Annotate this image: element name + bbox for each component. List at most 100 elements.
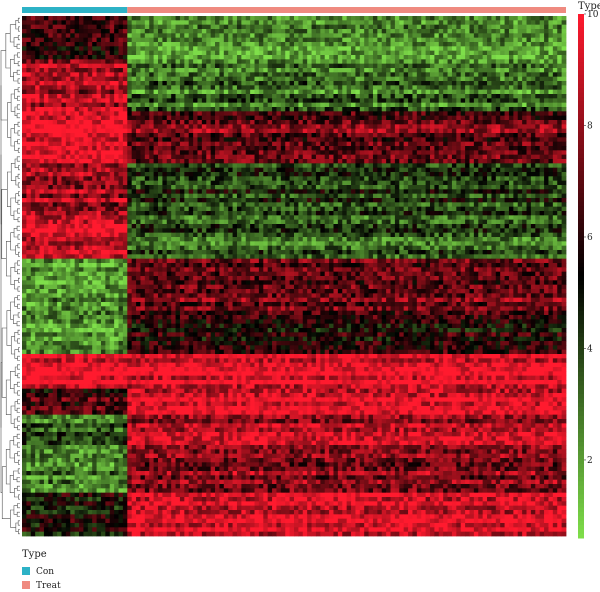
heatmap-cell — [408, 89, 413, 95]
heatmap-cell — [434, 154, 440, 160]
heatmap-cell — [399, 55, 405, 60]
heatmap-cell — [210, 46, 216, 52]
heatmap-cell — [561, 37, 567, 43]
heatmap-cell — [333, 124, 339, 130]
heatmap-cell — [390, 107, 396, 112]
heatmap-cell — [372, 33, 378, 39]
heatmap-cell — [109, 68, 115, 73]
heatmap-cell — [96, 176, 102, 182]
heatmap-cell — [355, 42, 361, 47]
heatmap-cell — [79, 102, 84, 108]
heatmap-cell — [96, 76, 102, 82]
heatmap-cell — [561, 55, 567, 60]
heatmap-cell — [412, 107, 418, 112]
heatmap-cell — [495, 154, 501, 160]
heatmap-cell — [438, 72, 444, 78]
heatmap-cell — [447, 72, 453, 78]
heatmap-cell — [320, 124, 326, 130]
heatmap-cell — [162, 63, 168, 69]
heatmap-cell — [61, 176, 67, 182]
heatmap-cell — [386, 89, 391, 95]
heatmap-cell — [342, 59, 348, 65]
heatmap-cell — [346, 150, 352, 156]
heatmap-cell — [232, 50, 238, 56]
annotation-con — [22, 7, 128, 13]
heatmap-cell — [443, 141, 448, 147]
heatmap-cell — [425, 89, 431, 95]
heatmap-cell — [526, 81, 532, 86]
heatmap-cell — [535, 163, 541, 169]
heatmap-cell — [92, 163, 97, 169]
heatmap-cell — [241, 115, 247, 121]
heatmap-cell — [184, 172, 190, 177]
heatmap-cell — [140, 163, 146, 169]
heatmap-cell — [508, 115, 514, 121]
heatmap-cell — [403, 76, 409, 82]
heatmap-cell — [96, 20, 102, 26]
heatmap-cell — [434, 24, 440, 30]
heatmap-cell — [236, 141, 242, 147]
heatmap-cell — [482, 133, 488, 138]
heatmap-cell — [30, 102, 36, 108]
heatmap-cell — [478, 180, 484, 186]
heatmap-cell — [548, 85, 554, 91]
heatmap-cell — [478, 141, 484, 147]
heatmap-cell — [320, 55, 326, 60]
heatmap-cell — [333, 98, 339, 104]
heatmap-cell — [460, 124, 466, 130]
heatmap-cell — [52, 154, 58, 160]
heatmap-cell — [92, 111, 97, 117]
heatmap-cell — [48, 146, 54, 151]
heatmap-cell — [311, 68, 317, 73]
heatmap-cell — [30, 68, 36, 73]
heatmap-cell — [241, 111, 247, 117]
heatmap-cell — [175, 111, 181, 117]
heatmap-cell — [74, 72, 80, 78]
heatmap-cell — [416, 20, 422, 26]
heatmap-cell — [52, 33, 58, 39]
heatmap-cell — [114, 120, 119, 125]
heatmap-cell — [100, 111, 106, 117]
heatmap-cell — [451, 146, 457, 151]
heatmap-cell — [487, 68, 492, 73]
heatmap-cell — [526, 85, 532, 91]
heatmap-cell — [263, 180, 269, 186]
heatmap-cell — [548, 98, 554, 104]
heatmap-cell — [548, 50, 554, 56]
heatmap-cell — [359, 94, 365, 99]
heatmap-cell — [193, 16, 198, 21]
heatmap-cell — [153, 29, 159, 34]
heatmap-cell — [140, 176, 146, 182]
heatmap-cell — [315, 176, 321, 182]
heatmap-cell — [394, 94, 400, 99]
heatmap-cell — [241, 102, 247, 108]
heatmap-cell — [478, 137, 484, 143]
heatmap-cell — [557, 59, 563, 65]
heatmap-cell — [109, 76, 115, 82]
heatmap-cell — [298, 94, 304, 99]
heatmap-cell — [245, 63, 251, 69]
heatmap-cell — [285, 172, 291, 177]
heatmap-cell — [285, 137, 291, 143]
heatmap-cell — [552, 137, 558, 143]
heatmap-cell — [408, 68, 413, 73]
heatmap-cell — [333, 94, 339, 99]
heatmap-cell — [96, 85, 102, 91]
heatmap-cell — [140, 102, 146, 108]
heatmap-cell — [153, 59, 159, 65]
heatmap-cell — [355, 107, 361, 112]
heatmap-cell — [460, 68, 466, 73]
heatmap-cell — [140, 167, 146, 173]
heatmap-cell — [96, 150, 102, 156]
heatmap-cell — [359, 98, 365, 104]
heatmap-cell — [184, 94, 190, 99]
heatmap-cell — [526, 33, 532, 39]
heatmap-cell — [372, 128, 378, 134]
heatmap-cell — [197, 167, 203, 173]
heatmap-cell — [495, 29, 501, 34]
heatmap-cell — [425, 163, 431, 169]
heatmap-cell — [552, 167, 558, 173]
heatmap-cell — [425, 20, 431, 26]
heatmap-cell — [460, 29, 466, 34]
heatmap-cell — [70, 72, 76, 78]
